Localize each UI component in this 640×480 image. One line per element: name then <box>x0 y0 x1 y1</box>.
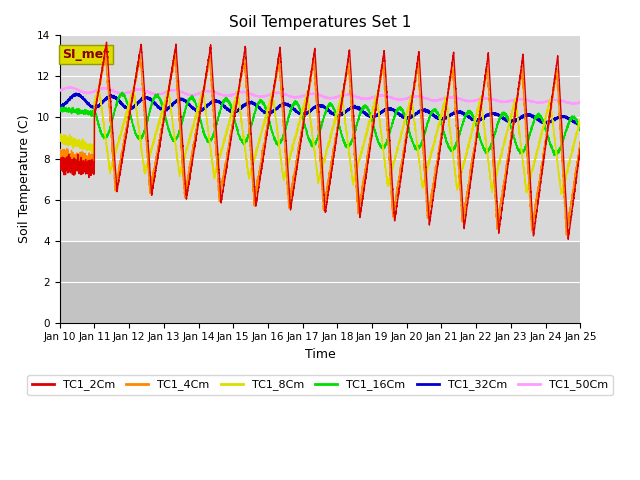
Bar <box>60 240 580 323</box>
Legend: TC1_2Cm, TC1_4Cm, TC1_8Cm, TC1_16Cm, TC1_32Cm, TC1_50Cm: TC1_2Cm, TC1_4Cm, TC1_8Cm, TC1_16Cm, TC1… <box>28 375 612 395</box>
X-axis label: Time: Time <box>305 348 335 361</box>
Title: Soil Temperatures Set 1: Soil Temperatures Set 1 <box>229 15 411 30</box>
Y-axis label: Soil Temperature (C): Soil Temperature (C) <box>18 115 31 243</box>
Text: SI_met: SI_met <box>62 48 109 61</box>
